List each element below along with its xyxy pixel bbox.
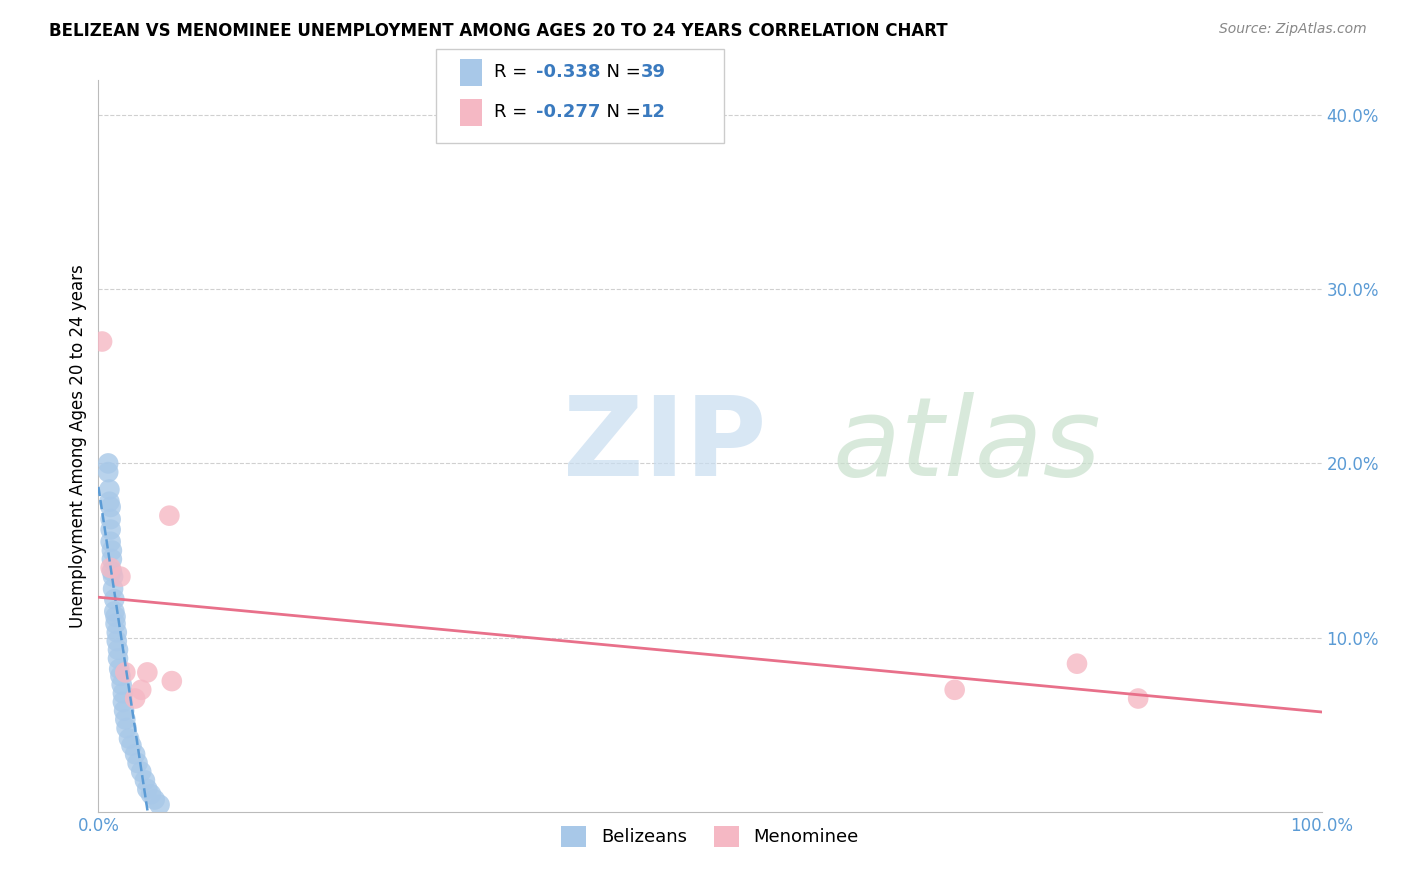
Point: [101, 582, 124, 596]
Point: [124, 747, 146, 762]
Point: [129, 764, 152, 779]
Text: N =: N =: [595, 103, 647, 121]
Point: [101, 543, 124, 558]
Point: [111, 677, 134, 691]
Point: [127, 756, 149, 770]
Legend: Belizeans, Menominee: Belizeans, Menominee: [554, 819, 866, 854]
Point: [136, 665, 159, 680]
Text: 12: 12: [641, 103, 666, 121]
Point: [108, 662, 131, 676]
Point: [101, 565, 124, 579]
Point: [124, 691, 146, 706]
Text: N =: N =: [595, 63, 647, 81]
Point: [111, 695, 134, 709]
Point: [149, 797, 172, 812]
Point: [111, 686, 134, 700]
Point: [134, 773, 156, 788]
Point: [103, 604, 125, 618]
Point: [100, 561, 122, 575]
Point: [143, 792, 166, 806]
Point: [97, 457, 120, 471]
Text: -0.338: -0.338: [536, 63, 600, 81]
Point: [105, 625, 128, 640]
Point: [100, 512, 122, 526]
Point: [100, 500, 122, 514]
Text: R =: R =: [494, 63, 533, 81]
Point: [943, 682, 966, 697]
Point: [101, 569, 124, 583]
Point: [110, 569, 132, 583]
Point: [104, 616, 127, 631]
Text: -0.277: -0.277: [536, 103, 600, 121]
Point: [100, 523, 122, 537]
Point: [112, 704, 135, 718]
Point: [98, 494, 121, 508]
Point: [1128, 691, 1150, 706]
Point: [97, 465, 120, 479]
Point: [157, 508, 180, 523]
Point: [129, 682, 152, 697]
Point: [100, 534, 122, 549]
Text: R =: R =: [494, 103, 533, 121]
Point: [105, 634, 128, 648]
Point: [120, 739, 142, 753]
Point: [115, 721, 138, 735]
Text: 39: 39: [641, 63, 666, 81]
Point: [114, 713, 136, 727]
Text: Source: ZipAtlas.com: Source: ZipAtlas.com: [1219, 22, 1367, 37]
Point: [107, 642, 129, 657]
Point: [103, 592, 125, 607]
Text: atlas: atlas: [832, 392, 1101, 500]
Point: [91, 334, 114, 349]
Point: [104, 609, 127, 624]
Point: [136, 782, 159, 797]
Point: [118, 731, 141, 746]
Text: BELIZEAN VS MENOMINEE UNEMPLOYMENT AMONG AGES 20 TO 24 YEARS CORRELATION CHART: BELIZEAN VS MENOMINEE UNEMPLOYMENT AMONG…: [49, 22, 948, 40]
Point: [98, 483, 121, 497]
Point: [139, 787, 162, 801]
Text: ZIP: ZIP: [564, 392, 766, 500]
Y-axis label: Unemployment Among Ages 20 to 24 years: Unemployment Among Ages 20 to 24 years: [69, 264, 87, 628]
Point: [110, 669, 132, 683]
Point: [107, 651, 129, 665]
Point: [101, 552, 124, 566]
Point: [1066, 657, 1088, 671]
Point: [114, 665, 136, 680]
Point: [160, 674, 183, 689]
